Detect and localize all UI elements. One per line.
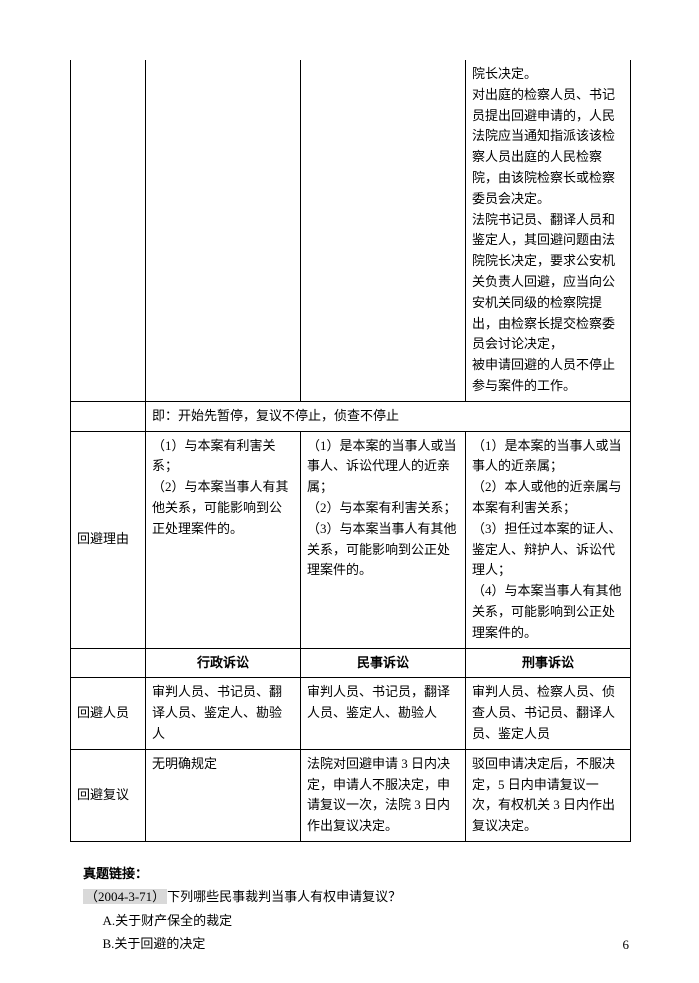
main-table: 院长决定。 对出庭的检察人员、书记员提出回避申请的，人民法院应当通知指派该该检察… — [70, 60, 631, 842]
cell-reason-criminal: （1）是本案的当事人或当事人的近亲属； （2）本人或他的近亲属与本案有利害关系；… — [466, 431, 631, 648]
option-b: B.关于回避的决定 — [70, 932, 629, 955]
cell-summary: 即：开始先暂停，复议不停止，侦查不停止 — [146, 401, 631, 431]
page-number: 6 — [623, 937, 630, 953]
empty-cell — [71, 60, 146, 401]
question-ref: （2004-3-71） — [83, 889, 167, 904]
option-a: A.关于财产保全的裁定 — [70, 909, 629, 932]
cell-personnel-criminal: 审判人员、检察人员、侦查人员、书记员、翻译人员、鉴定人员 — [466, 678, 631, 749]
cell-review-civil: 法院对回避申请 3 日内决定，申请人不服决定，申请复议一次，法院 3 日内作出复… — [301, 749, 466, 841]
bottom-section: 真题链接： （2004-3-71）下列哪些民事裁判当事人有权申请复议？ A.关于… — [70, 862, 629, 956]
table-row: 即：开始先暂停，复议不停止，侦查不停止 — [71, 401, 631, 431]
table-row: 回避复议 无明确规定 法院对回避申请 3 日内决定，申请人不服决定，申请复议一次… — [71, 749, 631, 841]
table-header-row: 行政诉讼 民事诉讼 刑事诉讼 — [71, 648, 631, 678]
cell-reason-civil: （1）是本案的当事人或当事人、诉讼代理人的近亲属； （2）与本案有利害关系； （… — [301, 431, 466, 648]
empty-cell — [146, 60, 301, 401]
empty-cell — [71, 401, 146, 431]
question-line: （2004-3-71）下列哪些民事裁判当事人有权申请复议？ — [70, 885, 629, 908]
header-criminal: 刑事诉讼 — [466, 648, 631, 678]
label-review: 回避复议 — [71, 749, 146, 841]
cell-personnel-civil: 审判人员、书记员，翻译人员、鉴定人、勘验人 — [301, 678, 466, 749]
empty-cell — [71, 648, 146, 678]
cell-review-criminal: 驳回申请决定后，不服决定，5 日内申请复议一次，有权机关 3 日内作出复议决定。 — [466, 749, 631, 841]
table-row: 回避人员 审判人员、书记员、翻译人员、鉴定人、勘验人 审判人员、书记员，翻译人员… — [71, 678, 631, 749]
label-personnel: 回避人员 — [71, 678, 146, 749]
page-content: 院长决定。 对出庭的检察人员、书记员提出回避申请的，人民法院应当通知指派该该检察… — [70, 60, 629, 955]
table-row: 回避理由 （1）与本案有利害关系； （2）与本案当事人有其他关系，可能影响到公正… — [71, 431, 631, 648]
cell-review-admin: 无明确规定 — [146, 749, 301, 841]
empty-cell — [301, 60, 466, 401]
label-reason: 回避理由 — [71, 431, 146, 648]
header-admin: 行政诉讼 — [146, 648, 301, 678]
header-civil: 民事诉讼 — [301, 648, 466, 678]
cell-reason-admin: （1）与本案有利害关系； （2）与本案当事人有其他关系，可能影响到公正处理案件的… — [146, 431, 301, 648]
cell-criminal-top: 院长决定。 对出庭的检察人员、书记员提出回避申请的，人民法院应当通知指派该该检察… — [466, 60, 631, 401]
question-text: 下列哪些民事裁判当事人有权申请复议？ — [167, 889, 401, 904]
section-title: 真题链接： — [70, 862, 629, 885]
table-row: 院长决定。 对出庭的检察人员、书记员提出回避申请的，人民法院应当通知指派该该检察… — [71, 60, 631, 401]
cell-personnel-admin: 审判人员、书记员、翻译人员、鉴定人、勘验人 — [146, 678, 301, 749]
